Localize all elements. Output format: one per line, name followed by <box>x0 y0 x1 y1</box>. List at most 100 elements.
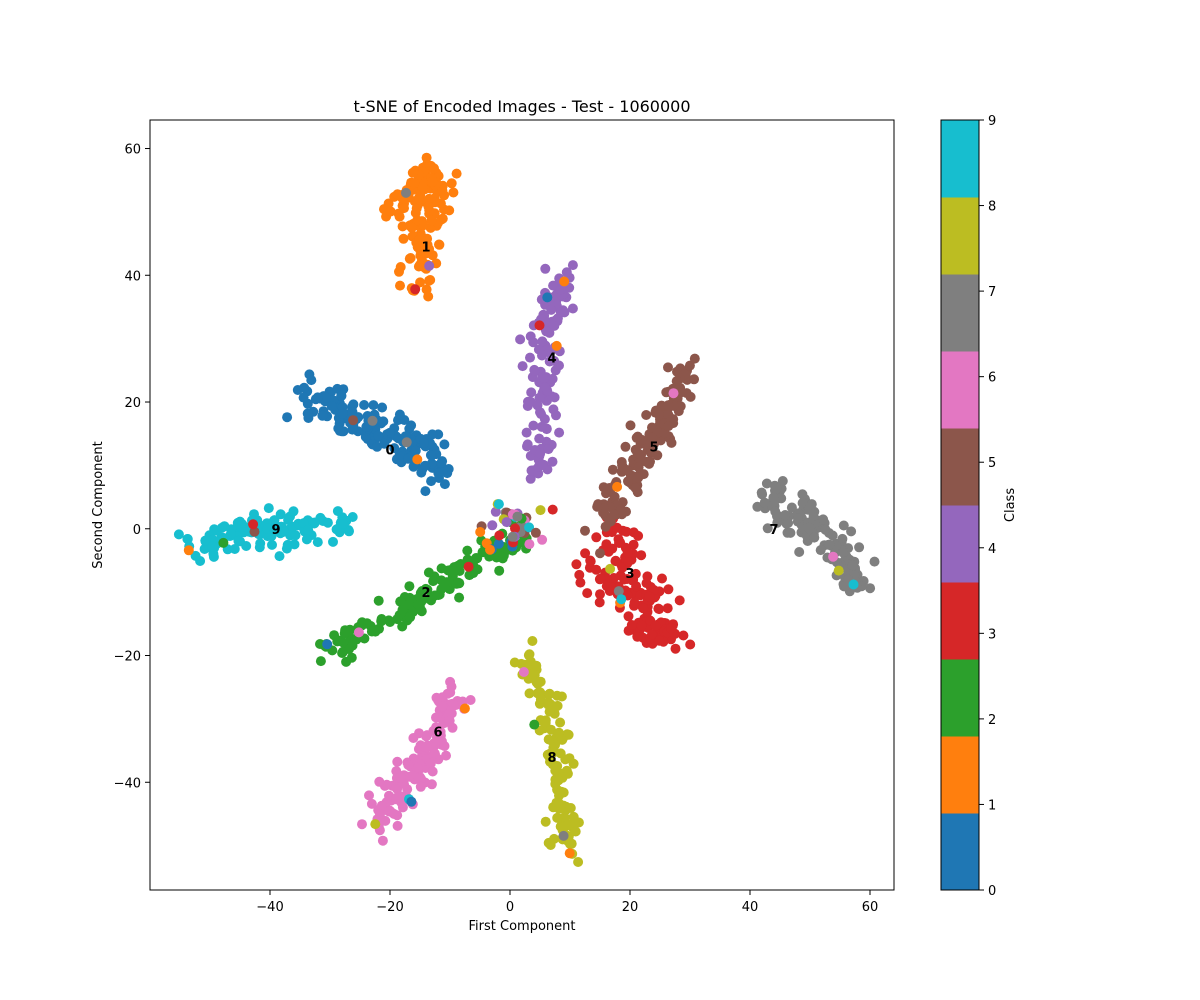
data-point <box>546 724 556 735</box>
data-point <box>523 650 534 661</box>
data-point <box>793 513 803 524</box>
x-tick-label: −40 <box>256 900 283 915</box>
data-point <box>501 517 512 528</box>
data-point <box>657 573 667 584</box>
data-point <box>573 857 584 867</box>
data-point <box>401 187 411 198</box>
data-point <box>317 410 328 421</box>
data-point <box>370 819 381 830</box>
data-point <box>645 456 655 467</box>
data-point <box>303 524 314 535</box>
data-point <box>828 551 839 562</box>
data-point <box>595 589 605 600</box>
data-point <box>783 518 794 528</box>
data-point <box>304 369 315 380</box>
data-point <box>632 631 643 642</box>
data-point <box>555 284 566 295</box>
x-tick-label: 40 <box>742 900 759 915</box>
data-point <box>535 448 546 459</box>
data-point <box>535 505 546 516</box>
data-point <box>425 758 436 769</box>
data-point <box>689 374 699 385</box>
colorbar-tick-label: 8 <box>988 200 996 215</box>
colorbar-segment-6 <box>941 351 979 429</box>
data-point <box>348 415 359 426</box>
data-point <box>275 509 286 520</box>
data-point <box>616 594 627 605</box>
data-point <box>328 536 338 547</box>
data-point <box>838 520 849 531</box>
cluster-6-points <box>357 676 476 846</box>
y-tick-label: 20 <box>124 396 141 411</box>
data-point <box>207 541 218 552</box>
data-point <box>770 506 781 517</box>
data-point <box>542 292 553 303</box>
data-point <box>594 597 605 608</box>
data-point <box>410 284 421 295</box>
data-point <box>444 715 455 726</box>
data-point <box>547 504 558 515</box>
data-point <box>437 213 448 224</box>
cluster-label-7: 7 <box>769 523 778 538</box>
data-point <box>846 526 857 537</box>
data-point <box>348 399 359 410</box>
data-point <box>427 176 438 187</box>
data-point <box>574 569 585 580</box>
data-point <box>623 611 634 622</box>
colorbar-label: Class <box>1003 488 1018 522</box>
data-point <box>420 460 431 471</box>
data-point <box>403 453 413 464</box>
data-point <box>539 414 550 425</box>
data-point <box>417 181 428 192</box>
cluster-label-4: 4 <box>547 352 556 367</box>
data-point <box>585 556 596 567</box>
data-point <box>448 187 459 198</box>
data-point <box>412 215 423 226</box>
colorbar-segment-0 <box>941 813 979 891</box>
data-point <box>394 266 404 277</box>
data-point <box>675 401 686 412</box>
data-point <box>580 525 590 536</box>
colorbar-segment-5 <box>941 428 979 506</box>
data-point <box>678 630 689 641</box>
data-point <box>558 822 569 833</box>
data-point <box>615 537 626 548</box>
data-point <box>757 489 768 500</box>
data-point <box>815 545 826 556</box>
data-point <box>540 263 551 274</box>
data-point <box>392 784 403 794</box>
data-point <box>537 459 548 470</box>
data-point <box>537 336 548 347</box>
data-point <box>525 473 536 484</box>
data-point <box>421 152 432 163</box>
data-point <box>364 790 374 801</box>
data-point <box>208 548 219 559</box>
data-point <box>410 445 421 456</box>
colorbar-segment-9 <box>941 120 979 198</box>
data-point <box>263 503 274 514</box>
x-axis-label: First Component <box>469 919 576 934</box>
data-point <box>616 504 626 515</box>
data-point <box>429 748 440 759</box>
data-point <box>357 819 367 830</box>
data-point <box>282 412 293 423</box>
data-point <box>381 779 392 790</box>
data-point <box>605 563 616 574</box>
data-point <box>426 779 437 790</box>
data-point <box>806 499 817 510</box>
x-tick-label: −20 <box>376 900 403 915</box>
data-point <box>423 567 434 578</box>
data-point <box>337 408 348 419</box>
data-point <box>547 456 558 467</box>
data-point <box>446 681 457 692</box>
data-point <box>537 534 548 545</box>
data-point <box>533 344 544 355</box>
data-point <box>444 205 455 216</box>
data-point <box>465 695 476 705</box>
data-point <box>591 564 602 575</box>
data-point <box>824 539 835 550</box>
data-point <box>487 520 498 531</box>
data-point <box>654 409 664 420</box>
data-point <box>173 529 184 540</box>
data-point <box>668 388 679 399</box>
